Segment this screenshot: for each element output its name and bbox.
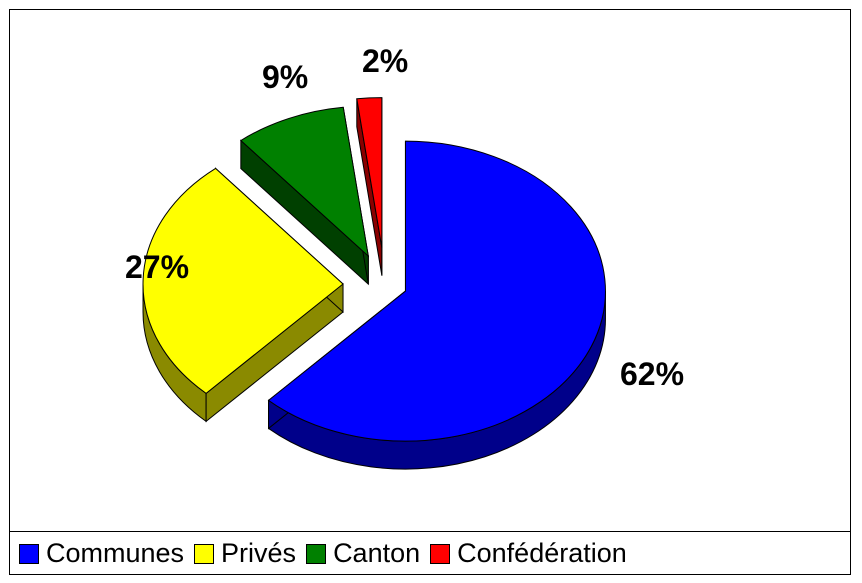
legend-item-confederation: Confédération	[430, 538, 627, 569]
legend-label-prives: Privés	[221, 538, 297, 568]
data-label-confederation: 2%	[362, 43, 408, 79]
legend-item-communes: Communes	[19, 538, 184, 569]
pie-slice-canton	[240, 106, 370, 258]
legend-label-confederation: Confédération	[457, 538, 627, 568]
legend: Communes Privés Canton Confédération	[9, 531, 851, 575]
data-label-communes: 62%	[620, 356, 684, 392]
legend-item-prives: Privés	[194, 538, 296, 569]
legend-label-canton: Canton	[333, 538, 421, 568]
pie-slice-confederation	[356, 97, 383, 248]
pie-slice-prives	[142, 167, 344, 394]
legend-swatch-communes	[19, 543, 39, 564]
pie-slice-communes	[267, 140, 606, 442]
data-label-canton: 9%	[262, 59, 308, 95]
legend-swatch-canton	[306, 543, 327, 564]
legend-swatch-prives	[194, 543, 215, 564]
legend-item-canton: Canton	[306, 538, 420, 569]
legend-swatch-confederation	[430, 543, 451, 564]
legend-label-communes: Communes	[46, 538, 185, 568]
data-label-prives: 27%	[125, 249, 189, 285]
